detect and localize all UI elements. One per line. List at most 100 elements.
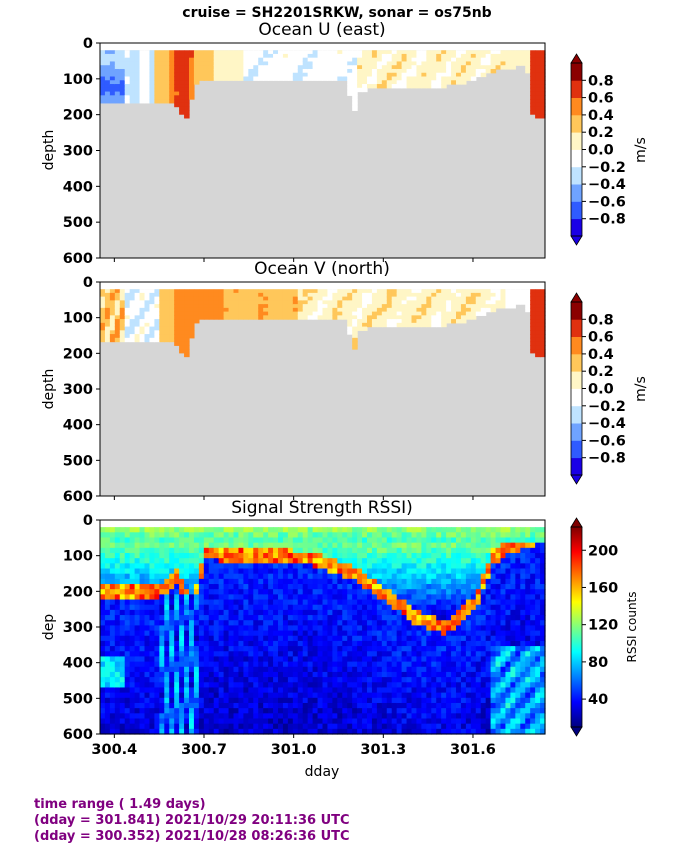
u-cell	[193, 80, 200, 85]
rssi-cell	[114, 609, 121, 616]
v-cell	[505, 300, 511, 305]
rssi-cell	[109, 646, 116, 652]
v-cell	[367, 289, 373, 294]
v-cell	[421, 315, 427, 320]
rssi-cell	[218, 713, 225, 720]
rssi-cell	[347, 646, 353, 652]
u-cell	[139, 68, 146, 74]
v-cell	[470, 296, 477, 301]
rssi-cell	[357, 687, 363, 694]
v-cell	[451, 319, 457, 324]
rssi-cell	[337, 661, 343, 668]
rssi-cell	[381, 547, 388, 554]
u-cell	[535, 61, 541, 66]
v-ytick-label: 600	[63, 489, 93, 505]
rssi-cell	[436, 558, 442, 564]
rssi-cell	[149, 620, 155, 626]
rssi-cell	[475, 542, 482, 549]
rssi-cell	[129, 677, 136, 683]
u-cell	[411, 53, 418, 59]
v-cell	[203, 304, 210, 309]
rssi-cell	[381, 682, 388, 689]
v-cell	[490, 289, 497, 294]
rssi-cell	[337, 666, 343, 673]
u-cell	[159, 53, 165, 59]
rssi-cell	[179, 537, 185, 544]
u-cell	[337, 65, 343, 70]
v-cell	[332, 307, 338, 313]
rssi-cell	[159, 728, 165, 735]
u-cell	[386, 65, 393, 70]
rssi-cell	[406, 713, 413, 720]
rssi-cell	[233, 547, 240, 554]
v-ylabel: depth	[41, 369, 57, 410]
u-cell	[396, 72, 403, 78]
u-cell	[198, 50, 205, 55]
rssi-cell	[376, 677, 383, 683]
u-cell	[100, 87, 106, 93]
v-cell	[228, 292, 235, 298]
rssi-cell	[169, 599, 175, 606]
v-cell	[124, 304, 131, 309]
rssi-cell	[401, 604, 408, 611]
v-cell	[100, 315, 106, 320]
rssi-cell	[376, 640, 383, 647]
rssi-cell	[460, 578, 467, 585]
v-cell	[164, 289, 170, 294]
rssi-cell	[292, 687, 299, 694]
u-cell	[174, 102, 180, 108]
rssi-cell	[436, 542, 442, 549]
u-cell	[134, 84, 141, 89]
rssi-cell	[233, 563, 240, 570]
rssi-cell	[475, 589, 482, 595]
v-cell	[174, 319, 180, 324]
rssi-cell	[446, 646, 452, 652]
u-cell	[119, 84, 126, 89]
v-cell	[367, 292, 373, 298]
rssi-cell	[381, 708, 388, 714]
u-cell	[317, 65, 324, 70]
v-cell	[510, 300, 516, 305]
rssi-cell	[391, 568, 398, 575]
u-cell	[371, 53, 378, 59]
u-cell	[114, 65, 121, 70]
rssi-cell	[273, 718, 279, 725]
rssi-cell	[421, 646, 427, 652]
u-cell	[510, 57, 516, 63]
rssi-cell	[421, 687, 427, 694]
rssi-cell	[297, 651, 304, 658]
u-cell	[100, 50, 106, 55]
rssi-cell	[208, 604, 215, 611]
v-cell	[401, 296, 408, 301]
rssi-cell	[228, 542, 235, 549]
rssi-cell	[287, 584, 294, 590]
u-cell	[317, 53, 324, 59]
rssi-cell	[273, 723, 279, 730]
rssi-cell	[218, 677, 225, 683]
u-cell	[530, 102, 536, 108]
rssi-cell	[465, 656, 472, 663]
rssi-cell	[322, 552, 329, 559]
rssi-cell	[357, 532, 363, 539]
u-cell	[154, 95, 160, 100]
u-cell	[104, 76, 111, 81]
rssi-cell	[248, 677, 254, 683]
rssi-cell	[292, 635, 299, 642]
rssi-cell	[406, 552, 413, 559]
u-cell	[213, 53, 220, 59]
u-cell	[406, 68, 413, 74]
rssi-cell	[263, 542, 269, 549]
rssi-cell	[337, 687, 343, 694]
v-cell	[465, 311, 472, 316]
rssi-cell	[278, 692, 284, 699]
v-cell	[218, 289, 225, 294]
u-cell	[144, 68, 151, 74]
rssi-cell	[169, 687, 175, 694]
rssi-cell	[104, 728, 111, 735]
rssi-cell	[179, 666, 185, 673]
u-cell	[139, 99, 146, 104]
rssi-cell	[436, 609, 442, 616]
rssi-cell	[179, 723, 185, 730]
v-cell	[292, 300, 299, 305]
rssi-cell	[391, 640, 398, 647]
